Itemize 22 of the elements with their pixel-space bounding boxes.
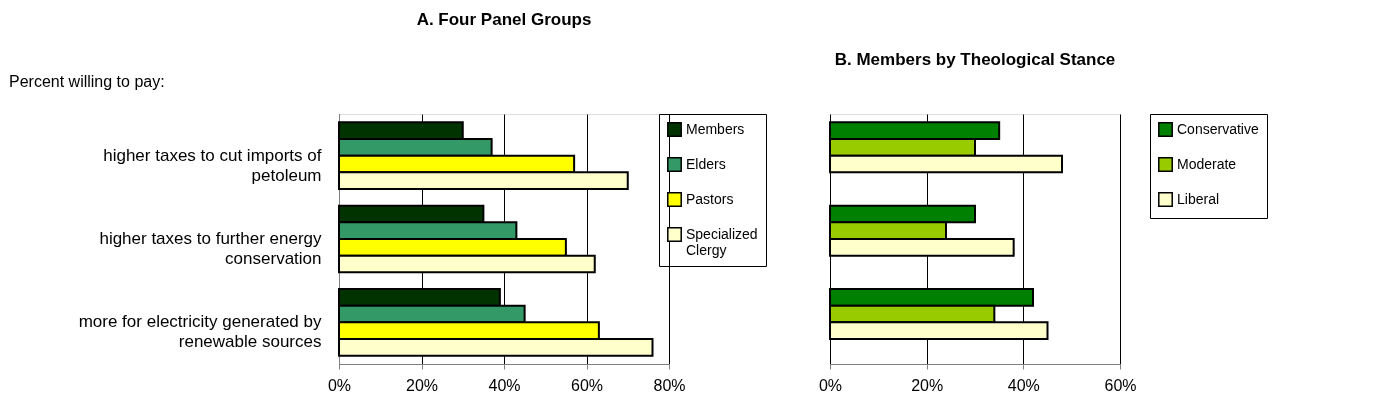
x-tick-label: 80% (653, 376, 686, 394)
x-tick-label: 20% (911, 376, 944, 394)
legend-label: Moderate (1177, 155, 1237, 172)
y-tick-label: higher taxes to further energy conservation (99, 229, 322, 268)
x-tick-label: 0% (818, 376, 843, 394)
chart-title: B. Members by Theological Stance (834, 49, 1116, 69)
text: Percent willing to pay: (9, 73, 165, 90)
x-tick-label: 0% (327, 376, 352, 394)
y-tick-label: more for electricity generated by renewable sources (78, 312, 322, 352)
x-tick-label: 40% (1007, 376, 1040, 394)
y-tick-label: higher taxes to cut imports of petoleum (103, 145, 322, 185)
x-tick-label: 20% (405, 376, 439, 394)
legend-label: Pastors (686, 190, 734, 207)
x-tick-label: 60% (570, 376, 604, 394)
x-tick-label: 60% (1104, 376, 1137, 394)
legend-label: Elders (686, 155, 726, 172)
legend-label: Conservative (1177, 120, 1259, 137)
legend-label: Liberal (1177, 190, 1220, 207)
legend-label: Specialized Clergy (686, 225, 758, 258)
chart-title: A. Four Panel Groups (416, 10, 592, 29)
x-tick-label: 40% (488, 376, 521, 394)
legend-label: Members (686, 120, 745, 137)
